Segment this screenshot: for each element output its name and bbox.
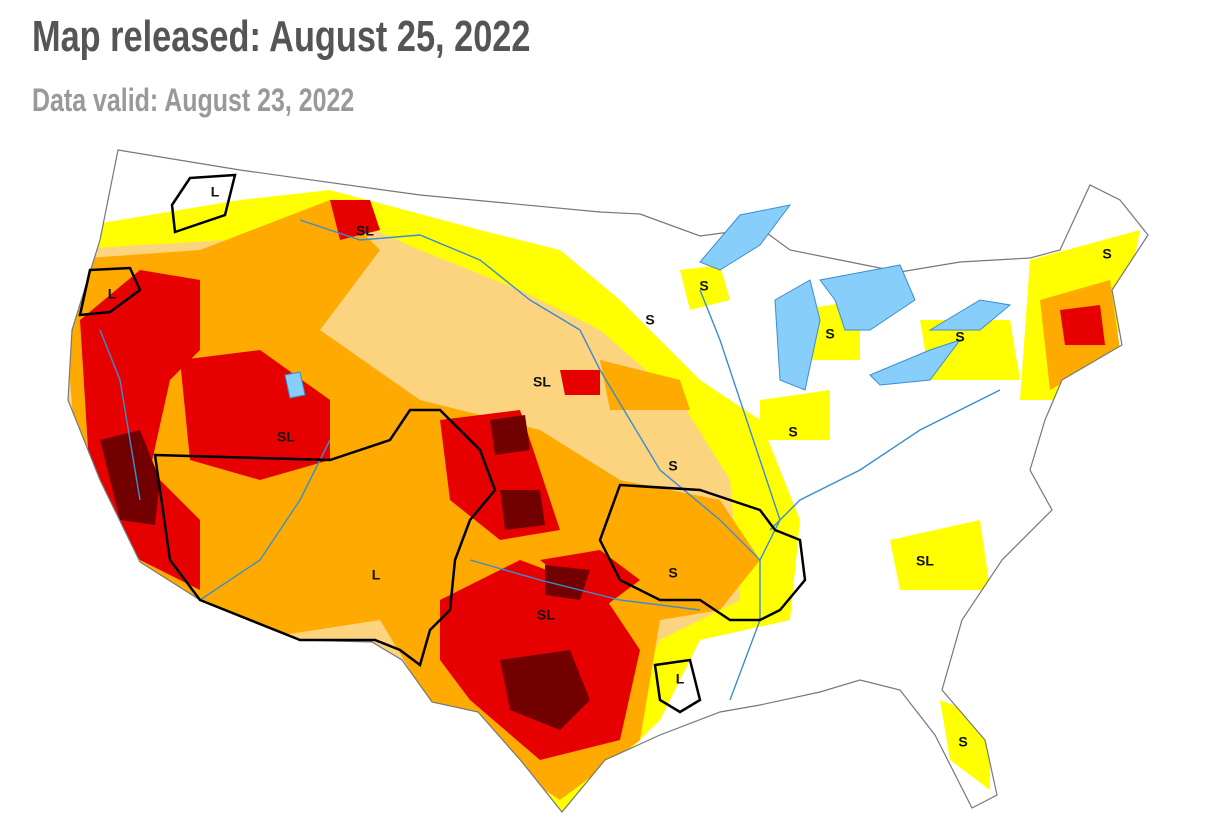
impact-label: L <box>676 671 685 687</box>
impact-label: S <box>788 424 797 440</box>
impact-label: SL <box>277 429 295 445</box>
impact-label: S <box>1102 246 1111 262</box>
impact-label: L <box>108 286 117 302</box>
impact-label: S <box>825 326 834 342</box>
impact-label: S <box>699 278 708 294</box>
impact-label: SL <box>533 374 551 390</box>
great-lakes <box>284 204 1012 399</box>
impact-label: S <box>955 329 964 345</box>
impact-label: S <box>668 565 677 581</box>
map-subtitle: Data valid: August 23, 2022 <box>32 82 355 118</box>
rivers <box>99 219 1001 701</box>
impact-label: SL <box>537 607 555 623</box>
drought-areas <box>68 150 1148 812</box>
impact-label: S <box>645 312 654 328</box>
impact-label: S <box>668 458 677 474</box>
impact-label: S <box>958 734 967 750</box>
impact-label: SL <box>916 553 934 569</box>
impact-boundaries <box>78 173 807 714</box>
impact-label: L <box>372 567 381 583</box>
map-title: Map released: August 25, 2022 <box>32 12 531 61</box>
impact-label: SL <box>356 223 374 239</box>
impact-label: L <box>211 184 220 200</box>
